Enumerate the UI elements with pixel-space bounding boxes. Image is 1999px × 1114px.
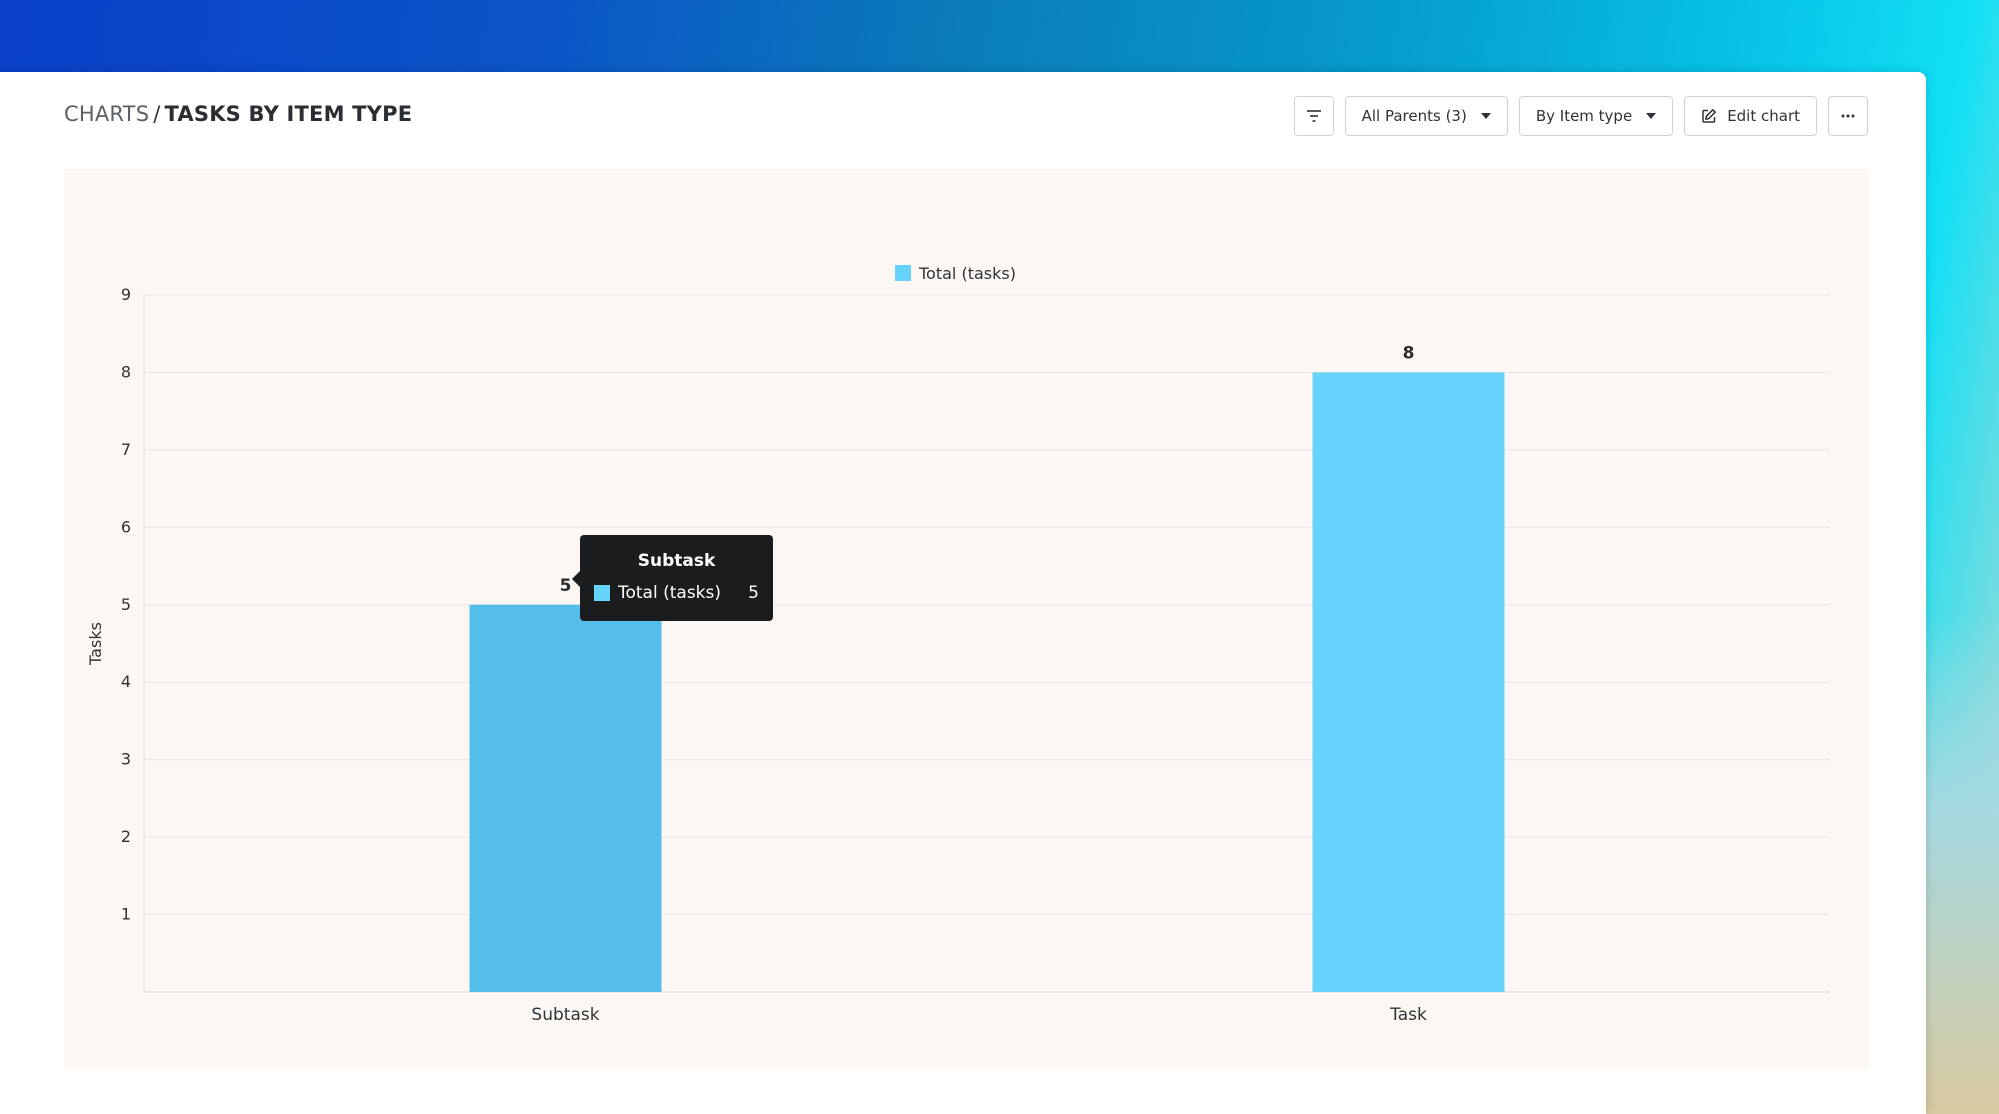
chart-area: 1 2 3 4 5 6 7 8 9 Tasks 5 Subtask 8 Task Total (task… xyxy=(64,169,1869,1069)
more-options-button[interactable] xyxy=(1828,96,1868,136)
group-by-dropdown[interactable]: By Item type xyxy=(1518,96,1674,136)
chevron-down-icon xyxy=(1480,113,1491,119)
breadcrumb-separator: / xyxy=(153,102,161,126)
breadcrumb: CHARTS / TASKS BY ITEM TYPE xyxy=(64,102,412,126)
y-tick-label: 5 xyxy=(121,595,131,614)
legend-item-total-tasks[interactable]: Total (tasks) xyxy=(918,264,1016,283)
y-tick-label: 9 xyxy=(121,285,131,304)
page-title: TASKS BY ITEM TYPE xyxy=(164,102,413,126)
breadcrumb-charts-link[interactable]: CHARTS xyxy=(64,102,150,126)
bar-subtask[interactable] xyxy=(469,604,662,992)
chart-tooltip: Subtask Total (tasks) 5 xyxy=(572,535,773,621)
x-tick-label: Subtask xyxy=(531,1005,599,1025)
chevron-down-icon xyxy=(1646,113,1657,119)
more-icon xyxy=(1841,114,1855,118)
tooltip-series-name: Total (tasks) xyxy=(618,583,722,603)
chart-window: CHARTS / TASKS BY ITEM TYPE All Parents (3… xyxy=(0,72,1926,1114)
y-tick-label: 3 xyxy=(121,750,131,769)
tooltip-row: Total (tasks) 5 xyxy=(594,583,759,603)
tooltip-title: Subtask xyxy=(637,551,716,571)
edit-chart-label: Edit chart xyxy=(1727,107,1800,125)
parents-dropdown[interactable]: All Parents (3) xyxy=(1344,96,1508,136)
group-by-dropdown-label: By Item type xyxy=(1535,107,1633,125)
filter-button[interactable] xyxy=(1293,96,1334,136)
x-tick-label: Task xyxy=(1389,1005,1427,1025)
y-tick-label: 4 xyxy=(121,672,131,691)
y-axis-title: Tasks xyxy=(86,622,105,666)
legend-swatch xyxy=(895,265,911,281)
edit-chart-button[interactable]: Edit chart xyxy=(1684,96,1817,136)
tooltip-swatch xyxy=(594,585,610,601)
chart-toolbar: All Parents (3) By Item type Edit chart xyxy=(1293,96,1868,136)
y-tick-label: 7 xyxy=(121,440,131,459)
data-label: 8 xyxy=(1403,343,1415,363)
y-tick-label: 6 xyxy=(121,517,131,536)
bar-chart: 1 2 3 4 5 6 7 8 9 Tasks 5 Subtask 8 Task Total (task… xyxy=(86,264,1830,1025)
parents-dropdown-label: All Parents (3) xyxy=(1361,107,1467,125)
data-label: 5 xyxy=(560,576,572,596)
bar-task[interactable] xyxy=(1312,372,1505,992)
y-tick-label: 8 xyxy=(121,362,131,381)
edit-icon xyxy=(1701,108,1717,124)
y-tick-label: 2 xyxy=(121,827,131,846)
tooltip-value: 5 xyxy=(748,583,759,603)
y-tick-label: 1 xyxy=(121,905,131,924)
filter-icon xyxy=(1306,110,1321,122)
